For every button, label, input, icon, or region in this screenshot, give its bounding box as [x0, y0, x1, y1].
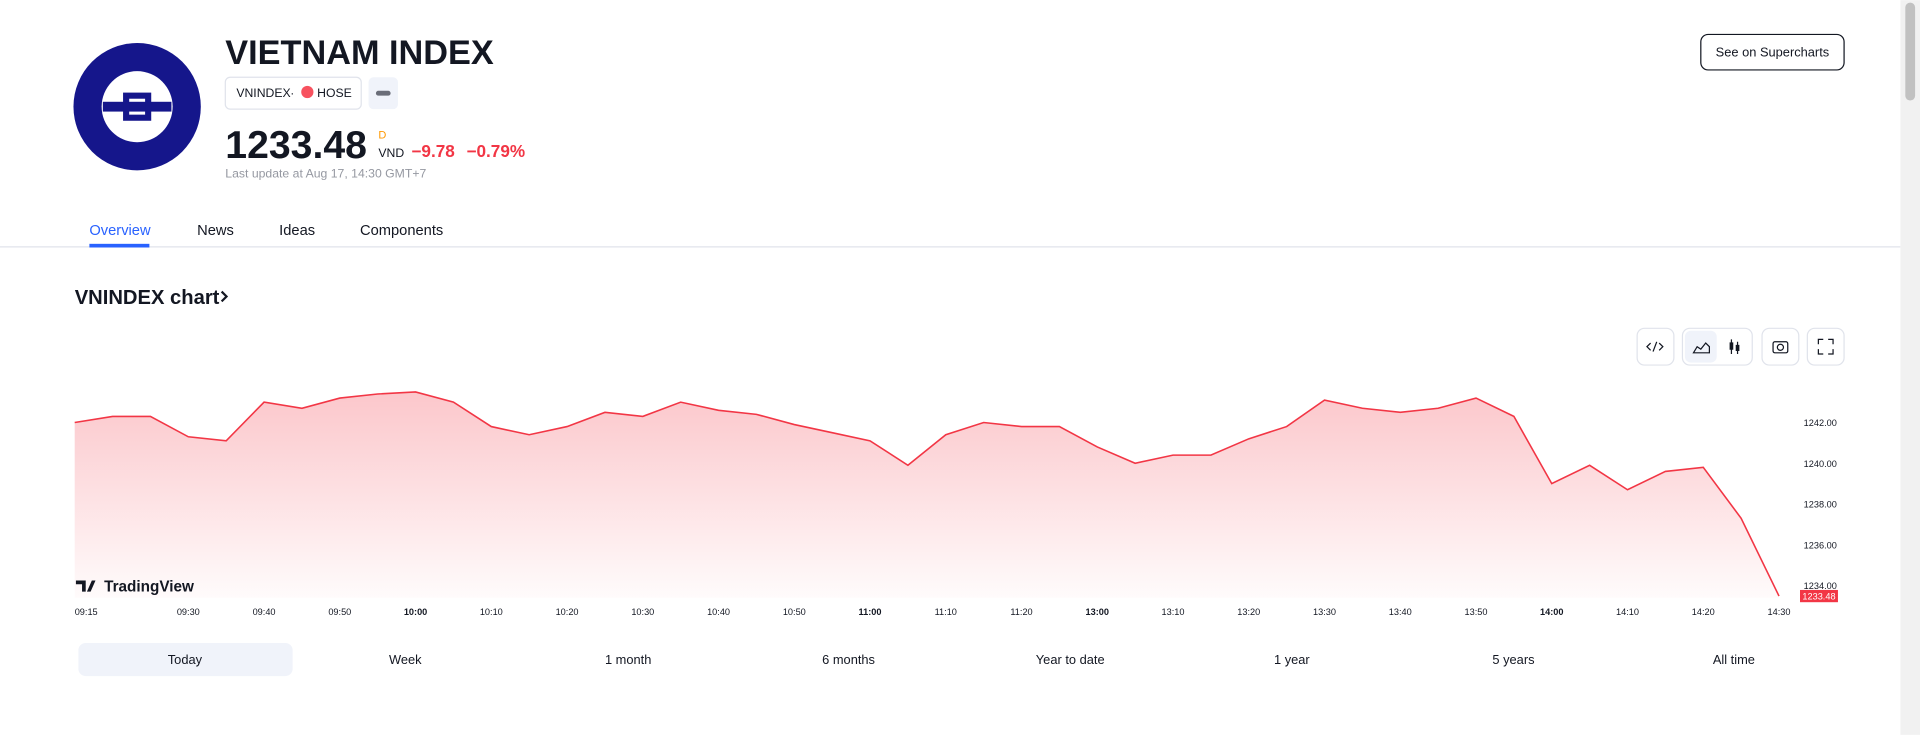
- x-tick-label: 10:50: [783, 607, 806, 617]
- snapshot-button[interactable]: [1761, 327, 1800, 366]
- x-tick-label: 11:00: [859, 607, 882, 617]
- x-tick-label: 13:50: [1465, 607, 1488, 617]
- x-tick-label: 14:10: [1616, 607, 1639, 617]
- x-tick-label: 13:40: [1389, 607, 1412, 617]
- more-icon: [375, 90, 391, 96]
- area-style-icon: [1692, 342, 1710, 354]
- range-button[interactable]: 1 year: [1274, 652, 1310, 667]
- change-percent: −0.79%: [467, 141, 526, 161]
- exchange-icon: [301, 85, 314, 99]
- y-tick-label: 1236.00: [1804, 540, 1837, 550]
- fullscreen-button[interactable]: [1806, 327, 1845, 366]
- x-tick-label: 10:30: [631, 607, 654, 617]
- x-tick-label: 09:15: [75, 607, 98, 617]
- x-tick-label: 09:30: [177, 607, 200, 617]
- price-suffix: D: [378, 130, 386, 142]
- range-selector: Today Week 1 month 6 months Year to date 1 ye…: [168, 652, 1755, 667]
- area-style-button[interactable]: [1684, 330, 1717, 363]
- x-tick-label: 13:00: [1086, 607, 1109, 617]
- candle-style-icon: [1729, 339, 1740, 355]
- scrollbar-track: [1900, 0, 1920, 735]
- snapshot-lens: [1776, 343, 1785, 351]
- last-update: Last update at Aug 17, 14:30 GMT+7: [225, 167, 426, 181]
- tab[interactable]: Ideas: [279, 223, 315, 239]
- price: 1233.48: [225, 124, 367, 167]
- range-button[interactable]: All time: [1713, 652, 1755, 667]
- x-tick-label: 14:20: [1692, 607, 1715, 617]
- fullscreen-icon: [1817, 338, 1834, 355]
- x-tick-label: 09:50: [328, 607, 351, 617]
- y-tick-label: 1234.00: [1804, 581, 1837, 591]
- y-tick-label: 1238.00: [1804, 500, 1837, 510]
- chart-heading[interactable]: VNINDEX chart: [75, 287, 220, 309]
- scrollbar-thumb[interactable]: [1905, 2, 1916, 101]
- tab[interactable]: Overview: [89, 223, 151, 239]
- separator-dot: ·: [290, 86, 294, 100]
- active-range-background: [78, 643, 293, 677]
- candle-style-button[interactable]: [1719, 330, 1750, 363]
- range-button[interactable]: 1 month: [605, 652, 651, 667]
- exchange: HOSE: [317, 86, 352, 100]
- last-price-tag: [1800, 589, 1838, 603]
- last-price-label: 1233.48: [1802, 592, 1835, 602]
- x-tick-label: 13:20: [1237, 607, 1260, 617]
- tabs: Overview News Ideas Components: [89, 223, 443, 239]
- x-tick-label: 10:10: [480, 607, 503, 617]
- y-tick-label: 1240.00: [1804, 459, 1837, 469]
- supercharts-button[interactable]: [1700, 33, 1845, 71]
- snapshot-icon: [1772, 341, 1789, 354]
- tab[interactable]: News: [197, 223, 234, 239]
- chart: 1234.00 1236.00 1238.00 1240.00 1242.00 09:15…: [74, 391, 1838, 617]
- supercharts-label: See on Supercharts: [1716, 44, 1830, 59]
- title: VIETNAM INDEX: [225, 34, 494, 72]
- range-button[interactable]: 5 years: [1492, 652, 1534, 667]
- range-button[interactable]: Today: [168, 652, 203, 667]
- embed-icon: [1646, 341, 1664, 352]
- x-tick-label: 14:00: [1540, 607, 1563, 617]
- chart-toolbar: [1636, 327, 1845, 366]
- range-button[interactable]: 6 months: [822, 652, 875, 667]
- x-tick-label: 10:00: [404, 607, 427, 617]
- watermark: TradingView: [104, 579, 194, 596]
- currency: VND: [378, 146, 404, 160]
- range-button[interactable]: Week: [389, 652, 422, 667]
- x-tick-label: 14:30: [1768, 607, 1791, 617]
- line: [74, 391, 1780, 597]
- tab[interactable]: Components: [360, 223, 443, 239]
- x-tick-label: 10:40: [707, 607, 730, 617]
- change: −9.78: [411, 141, 454, 161]
- x-tick-label: 13:10: [1162, 607, 1185, 617]
- heading-chevron: [220, 290, 229, 303]
- logo: [73, 43, 201, 171]
- x-tick-label: 13:30: [1313, 607, 1336, 617]
- x-tick-label: 11:10: [935, 607, 957, 617]
- active-tab-indicator: [89, 243, 150, 248]
- symbol: VNINDEX: [236, 86, 290, 100]
- x-tick-label: 10:20: [556, 607, 579, 617]
- x-tick-label: 11:20: [1010, 607, 1032, 617]
- symbol-pill[interactable]: [224, 76, 362, 110]
- range-button[interactable]: Year to date: [1036, 652, 1105, 667]
- area: [74, 391, 1780, 598]
- x-tick-label: 09:40: [253, 607, 276, 617]
- y-tick-label: 1242.00: [1804, 418, 1837, 428]
